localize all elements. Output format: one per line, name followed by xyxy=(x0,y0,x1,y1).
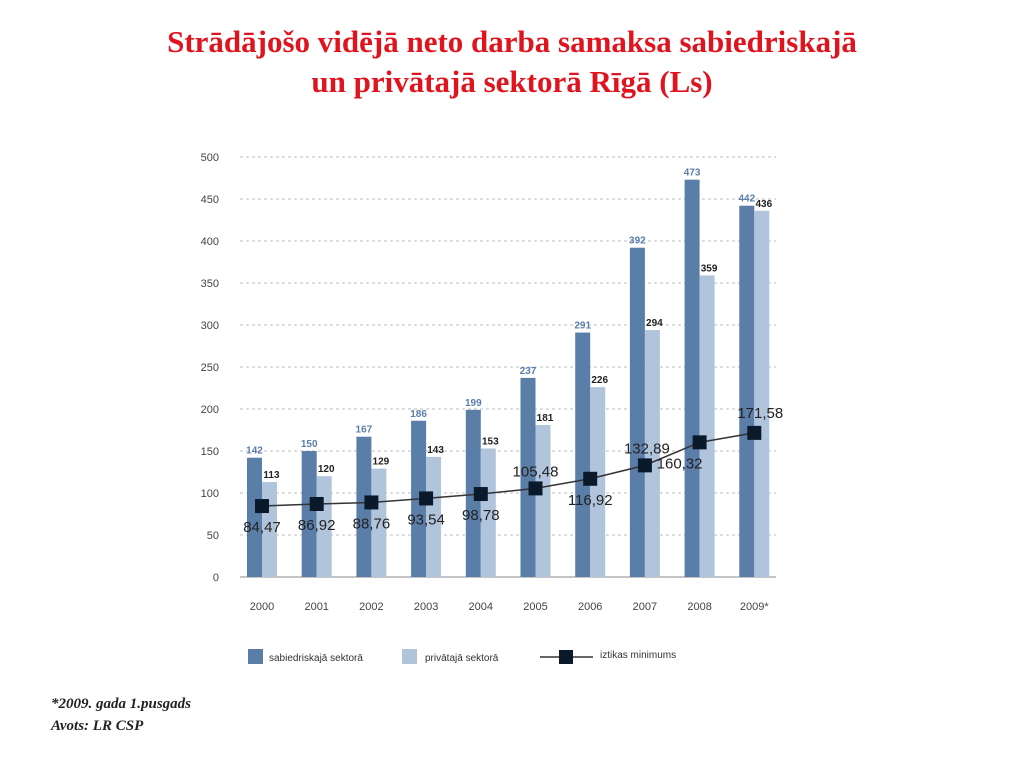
x-tick-label: 2006 xyxy=(578,601,602,613)
bar-private-label: 113 xyxy=(263,470,280,481)
x-tick-label: 2005 xyxy=(523,601,547,613)
x-tick-label: 2001 xyxy=(304,601,328,613)
y-tick-label: 500 xyxy=(201,152,219,164)
y-tick-label: 350 xyxy=(201,278,219,290)
bar-private xyxy=(699,275,715,577)
bar-public-label: 237 xyxy=(520,366,537,377)
bar-private-label: 436 xyxy=(755,199,772,210)
chart-title: Strādājošo vidējā neto darba samaksa sab… xyxy=(0,22,1024,102)
bar-public-label: 199 xyxy=(465,398,482,409)
line-marker xyxy=(583,471,598,486)
bar-public-label: 167 xyxy=(356,425,373,436)
line-iztikas-minimums xyxy=(261,432,755,507)
footnote: *2009. gada 1.pusgads xyxy=(51,696,192,712)
line-marker xyxy=(364,495,379,510)
chart-title-line-1: Strādājošo vidējā neto darba samaksa sab… xyxy=(167,24,857,59)
bar-public-label: 392 xyxy=(629,236,646,247)
bar-private-label: 143 xyxy=(427,445,444,456)
chart-title-line-2: un privātajā sektorā Rīgā (Ls) xyxy=(311,64,713,99)
x-tick-label: 2008 xyxy=(687,601,711,613)
source-note: Avots: LR CSP xyxy=(51,718,144,734)
bar-private-label: 129 xyxy=(373,457,390,468)
bar-public-label: 291 xyxy=(574,321,591,332)
bar-public xyxy=(520,377,536,577)
y-tick-label: 50 xyxy=(207,530,219,542)
bar-public-label: 473 xyxy=(684,168,701,179)
line-marker xyxy=(528,481,543,496)
bar-public xyxy=(301,451,317,577)
bar-public xyxy=(739,205,755,577)
y-tick-label: 400 xyxy=(201,236,219,248)
legend-swatch-public xyxy=(248,649,263,664)
x-tick-label: 2003 xyxy=(414,601,438,613)
bar-private xyxy=(590,387,606,577)
x-tick-label: 2000 xyxy=(250,601,274,613)
line-marker xyxy=(309,496,324,511)
line-value-label: 86,92 xyxy=(298,517,336,534)
x-tick-label: 2007 xyxy=(633,601,657,613)
bar-private-label: 359 xyxy=(701,263,718,274)
line-value-label: 98,78 xyxy=(462,507,500,524)
line-value-label: 88,76 xyxy=(353,515,391,532)
x-tick-label: 2009* xyxy=(740,601,769,613)
bar-public-label: 186 xyxy=(410,409,427,420)
bar-public-label: 150 xyxy=(301,439,318,450)
bar-public xyxy=(629,247,645,577)
y-tick-label: 200 xyxy=(201,404,219,416)
y-tick-label: 100 xyxy=(201,488,219,500)
bar-private-label: 120 xyxy=(318,464,335,475)
x-tick-label: 2002 xyxy=(359,601,383,613)
line-value-label: 93,54 xyxy=(407,511,445,528)
line-value-label: 171,58 xyxy=(737,405,783,422)
bar-private xyxy=(480,448,496,577)
bar-public xyxy=(465,409,481,577)
bar-public xyxy=(575,332,591,577)
bar-private-label: 294 xyxy=(646,318,663,329)
line-marker xyxy=(692,435,707,450)
legend-label-iztikas: iztikas minimums xyxy=(600,650,676,661)
y-tick-label: 150 xyxy=(201,446,219,458)
line-value-label: 116,92 xyxy=(568,492,613,509)
bar-private xyxy=(426,456,442,577)
line-marker xyxy=(473,487,488,502)
bar-private xyxy=(754,210,770,577)
bar-private-label: 181 xyxy=(537,413,554,424)
legend-label-public: sabiedriskajā sektorā xyxy=(269,653,363,664)
x-tick-label: 2004 xyxy=(469,601,493,613)
bar-public-label: 142 xyxy=(246,446,263,457)
y-tick-label: 450 xyxy=(201,194,219,206)
line-value-label: 132,89 xyxy=(624,440,670,457)
line-value-label: 105,48 xyxy=(513,463,559,480)
y-tick-label: 300 xyxy=(201,320,219,332)
bar-public xyxy=(247,457,262,577)
legend-swatch-private xyxy=(402,649,417,664)
bar-private xyxy=(535,424,551,577)
bar-private-label: 226 xyxy=(591,375,608,386)
line-value-label: 84,47 xyxy=(243,519,281,536)
line-marker xyxy=(747,425,762,440)
y-tick-label: 0 xyxy=(213,572,219,584)
bar-public xyxy=(356,436,372,577)
y-tick-label: 250 xyxy=(201,362,219,374)
legend-marker-iztikas xyxy=(559,650,573,664)
line-marker xyxy=(255,499,269,514)
bar-public-label: 442 xyxy=(738,194,755,205)
bar-private-label: 153 xyxy=(482,436,499,447)
line-marker xyxy=(637,458,652,473)
bar-public xyxy=(684,179,700,577)
bar-private xyxy=(644,330,660,577)
line-value-label: 160,32 xyxy=(657,455,703,472)
legend-label-private: privātajā sektorā xyxy=(425,653,499,664)
line-marker xyxy=(419,491,434,506)
